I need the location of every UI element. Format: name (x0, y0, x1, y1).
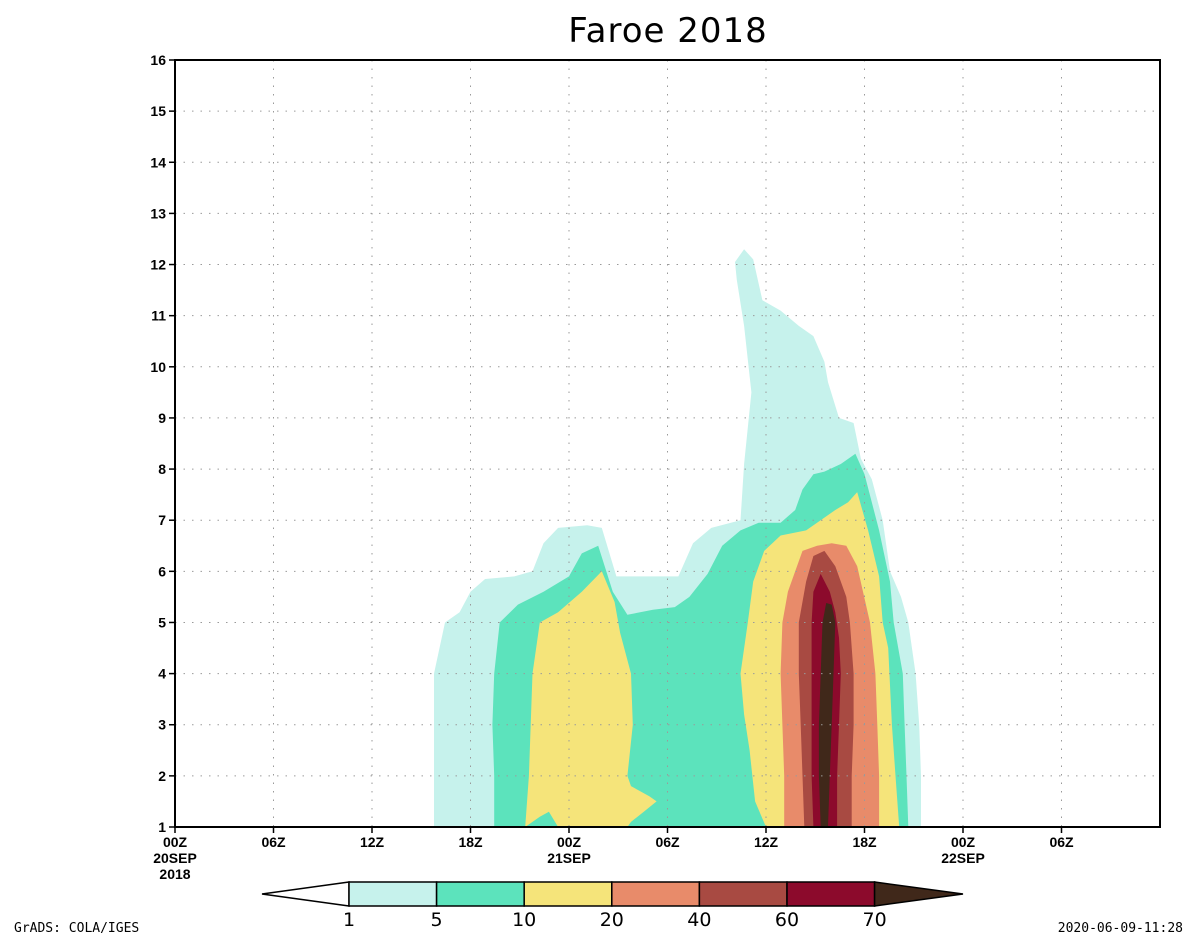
colorbar-low-arrow (261, 881, 350, 907)
x-tick-sublabel: 20SEP (153, 850, 197, 866)
footer-timestamp: 2020-06-09-11:28 (1058, 921, 1183, 936)
colorbar-label: 70 (863, 909, 887, 931)
footer-credit: GrADS: COLA/IGES (14, 921, 139, 936)
y-tick-label: 8 (158, 461, 166, 477)
x-tick-label: 00Z (557, 834, 582, 850)
x-tick-label: 06Z (261, 834, 286, 850)
contour-fill-layer (434, 249, 921, 827)
contour-region-10-0 (525, 571, 657, 827)
colorbar-label: 1 (343, 909, 355, 931)
y-tick-label: 14 (150, 154, 166, 170)
colorbar-label: 5 (431, 909, 443, 931)
contour-region-70-0 (818, 603, 836, 827)
colorbar-swatch (698, 881, 788, 907)
x-tick-label: 18Z (852, 834, 877, 850)
x-tick-label: 18Z (458, 834, 483, 850)
y-tick-label: 1 (158, 819, 166, 835)
x-tick-label: 06Z (1049, 834, 1074, 850)
y-tick-label: 5 (158, 614, 166, 630)
y-tick-label: 3 (158, 717, 166, 733)
colorbar-swatch (435, 881, 525, 907)
y-tick-label: 2 (158, 768, 166, 784)
colorbar-label: 20 (600, 909, 624, 931)
y-tick-label: 11 (151, 308, 166, 324)
y-tick-label: 10 (150, 359, 166, 375)
colorbar-label: 10 (512, 909, 536, 931)
x-tick-label: 00Z (951, 834, 976, 850)
y-tick-label: 7 (158, 512, 166, 528)
colorbar-swatch (523, 881, 613, 907)
y-tick-label: 9 (158, 410, 166, 426)
colorbar-high-arrow (873, 881, 964, 907)
colorbar-label: 60 (775, 909, 799, 931)
colorbar-swatch (786, 881, 876, 907)
x-tick-label: 12Z (360, 834, 385, 850)
y-tick-label: 16 (150, 52, 166, 68)
chart-title: Faroe 2018 (568, 11, 768, 51)
x-tick-sublabel: 22SEP (941, 850, 985, 866)
x-tick-label: 06Z (655, 834, 680, 850)
colorbar-swatch (348, 881, 438, 907)
colorbar-label: 40 (687, 909, 711, 931)
grid-lines (175, 60, 1160, 827)
y-tick-label: 15 (150, 103, 166, 119)
y-tick-label: 6 (158, 563, 166, 579)
x-tick-sublabel: 21SEP (547, 850, 591, 866)
y-tick-label: 12 (150, 257, 166, 273)
y-tick-label: 13 (150, 205, 166, 221)
y-tick-label: 4 (158, 666, 166, 682)
colorbar-swatch (611, 881, 701, 907)
x-tick-label: 12Z (754, 834, 779, 850)
x-tick-label: 00Z (163, 834, 188, 850)
x-tick-sublabel: 2018 (159, 866, 190, 882)
colorbar: 1 5 10 20 40 60 70 (261, 881, 964, 931)
